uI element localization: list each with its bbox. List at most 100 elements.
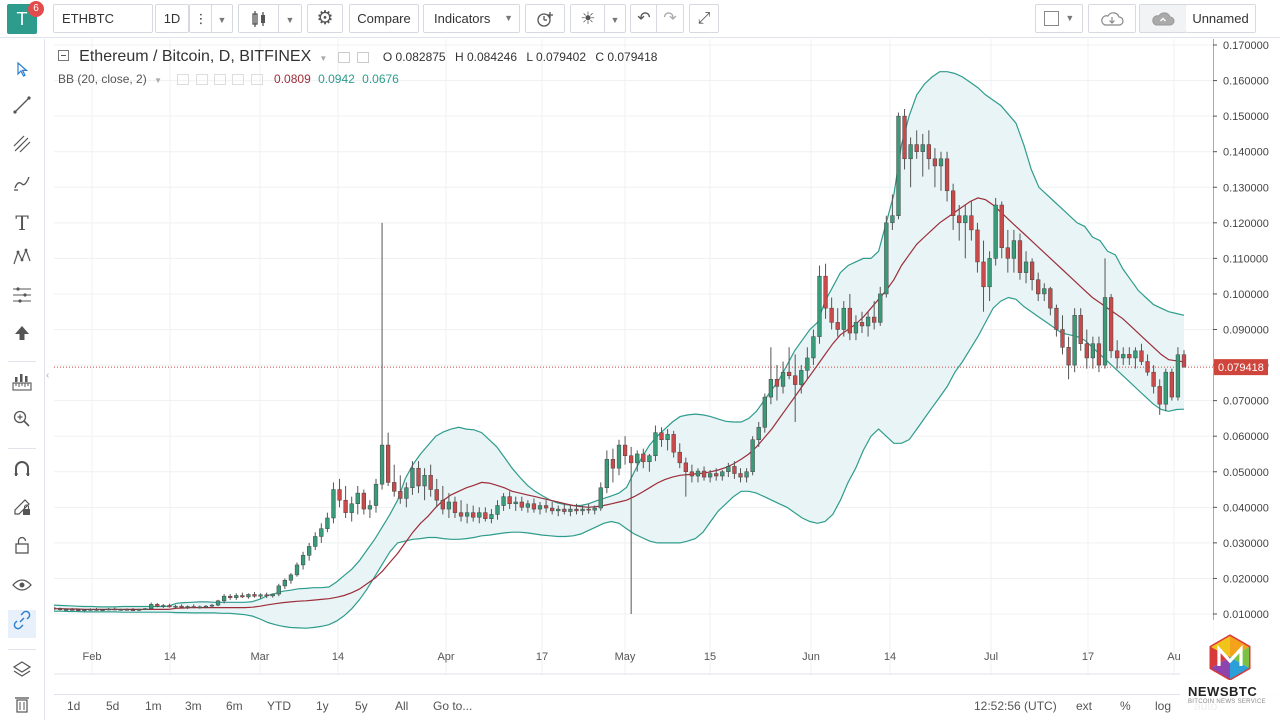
go-to-date-button[interactable]: Go to... — [433, 699, 473, 713]
range-5d[interactable]: 5d — [106, 699, 120, 713]
bb-dropdown-icon[interactable]: ▼ — [154, 76, 162, 85]
undo-icon: ↶ — [637, 10, 651, 27]
layout-select-button[interactable]: ▼ — [1035, 4, 1083, 33]
bb-move-icon[interactable] — [214, 74, 227, 86]
candle-body — [647, 455, 652, 463]
bb-settings-icon[interactable] — [195, 74, 208, 86]
brush-icon[interactable] — [8, 172, 36, 200]
alert-button[interactable] — [525, 4, 565, 33]
candle-body — [1108, 297, 1114, 352]
layers-icon[interactable] — [8, 659, 36, 687]
candle-body — [367, 505, 373, 510]
candle-body — [1102, 297, 1108, 366]
range-1d[interactable]: 1d — [67, 699, 81, 713]
interval-dropdown-icon[interactable]: ▼ — [211, 4, 233, 33]
candle-body — [471, 512, 476, 518]
clock-display: 12:52:56 (UTC) — [974, 699, 1057, 713]
pattern-icon[interactable] — [8, 247, 36, 275]
notification-badge[interactable]: 6 — [28, 1, 44, 17]
candle-body — [88, 609, 93, 611]
cursor-icon[interactable] — [8, 58, 36, 86]
candle-body — [276, 585, 281, 595]
candle-body — [543, 505, 549, 509]
range-ytd[interactable]: YTD — [267, 699, 291, 713]
ohlc-values: O 0.082875 H 0.084246 L 0.079402 C 0.079… — [383, 50, 664, 64]
layout-square-icon — [1043, 11, 1059, 26]
candle-body — [1145, 361, 1150, 373]
lock-drawings-icon[interactable] — [8, 497, 36, 525]
ideas-dropdown-icon[interactable]: ▼ — [604, 4, 626, 33]
bb-format-icon[interactable] — [232, 74, 245, 86]
candle-body — [70, 609, 75, 611]
load-chart-button[interactable] — [1088, 4, 1136, 33]
fullscreen-button[interactable]: ⤢ — [689, 4, 719, 33]
settings-button[interactable]: ⚙ — [307, 4, 343, 33]
eye-icon[interactable] — [8, 573, 36, 601]
candle-body — [331, 489, 336, 519]
price-chart[interactable]: Feb 14 Mar 14 Apr 17 May 15 Jun 14 Jul 17 Au — [54, 39, 1214, 675]
symbol-search-input[interactable]: ETHBTC — [53, 4, 153, 33]
sidebar-collapse-handle[interactable]: ‹ — [46, 370, 50, 381]
bb-eye-icon[interactable] — [177, 74, 190, 86]
compare-button[interactable]: Compare — [349, 4, 419, 33]
time-axis-label: Apr — [437, 651, 454, 663]
undo-button[interactable]: ↶ — [630, 4, 658, 33]
high-value: 0.084246 — [466, 50, 518, 64]
range-1m[interactable]: 1m — [145, 699, 162, 713]
ideas-button[interactable]: ☀ — [570, 4, 606, 33]
high-label: H — [454, 50, 464, 64]
candle-body — [477, 512, 482, 518]
arrow-up-icon[interactable] — [8, 323, 36, 351]
redo-button[interactable]: ↷ — [656, 4, 684, 33]
collapse-legend-icon[interactable] — [58, 50, 69, 61]
trash-icon[interactable] — [8, 694, 36, 722]
candle-body — [167, 605, 172, 608]
range-5y[interactable]: 5y — [355, 699, 368, 713]
more-intervals-icon[interactable]: ⋮ — [189, 4, 213, 33]
candle-body — [963, 215, 968, 224]
link-icon[interactable] — [8, 610, 36, 638]
candle-body — [872, 316, 877, 323]
newsbtc-logo-icon — [1209, 634, 1251, 680]
range-all[interactable]: All — [395, 699, 409, 713]
legend-dropdown-icon[interactable]: ▼ — [319, 54, 328, 63]
extended-hours-toggle[interactable]: ext — [1076, 699, 1093, 713]
indicators-button[interactable]: Indicators ▼ — [423, 4, 520, 33]
price-axis-label: 0.140000 — [1223, 147, 1269, 159]
bottom-toolbar: 1d 5d 1m 3m 6m YTD 1y 5y All Go to... 12… — [54, 694, 1280, 720]
candle-body — [325, 517, 330, 529]
measure-icon[interactable] — [8, 285, 36, 313]
time-axis-label: 17 — [536, 651, 548, 663]
chart-style-dropdown-icon[interactable]: ▼ — [278, 4, 302, 33]
candle-body — [1048, 288, 1053, 309]
sidebar-divider — [8, 649, 36, 650]
legend-eye-icon[interactable] — [337, 51, 350, 63]
candle-body — [537, 505, 543, 510]
trend-line-icon[interactable] — [8, 95, 36, 123]
candle-body — [404, 487, 409, 499]
range-6m[interactable]: 6m — [226, 699, 243, 713]
percent-scale-toggle[interactable]: % — [1120, 699, 1131, 713]
candle-body — [54, 607, 57, 610]
lock-icon[interactable] — [8, 535, 36, 563]
zoom-icon[interactable] — [8, 409, 36, 437]
bb-remove-icon[interactable] — [250, 74, 263, 86]
pitchfork-icon[interactable] — [8, 134, 36, 162]
text-icon[interactable]: T — [15, 211, 29, 235]
layout-dropdown-icon: ▼ — [1065, 13, 1075, 23]
layout-name-button[interactable]: Unnamed — [1186, 4, 1256, 33]
range-3m[interactable]: 3m — [185, 699, 202, 713]
interval-button[interactable]: 1D — [155, 4, 189, 33]
ruler-icon[interactable] — [8, 372, 36, 400]
candle-body — [76, 609, 81, 611]
price-axis[interactable]: 0.170000 0.160000 0.150000 0.140000 0.130000… — [1213, 39, 1280, 675]
save-chart-button[interactable] — [1139, 4, 1187, 33]
candle-body — [1054, 307, 1059, 330]
candle-body — [319, 528, 324, 537]
log-scale-toggle[interactable]: log — [1155, 699, 1172, 713]
magnet-icon[interactable] — [8, 459, 36, 487]
range-1y[interactable]: 1y — [316, 699, 329, 713]
candle-body — [185, 606, 190, 608]
legend-settings-icon[interactable] — [356, 51, 369, 63]
chart-style-button[interactable] — [238, 4, 280, 33]
